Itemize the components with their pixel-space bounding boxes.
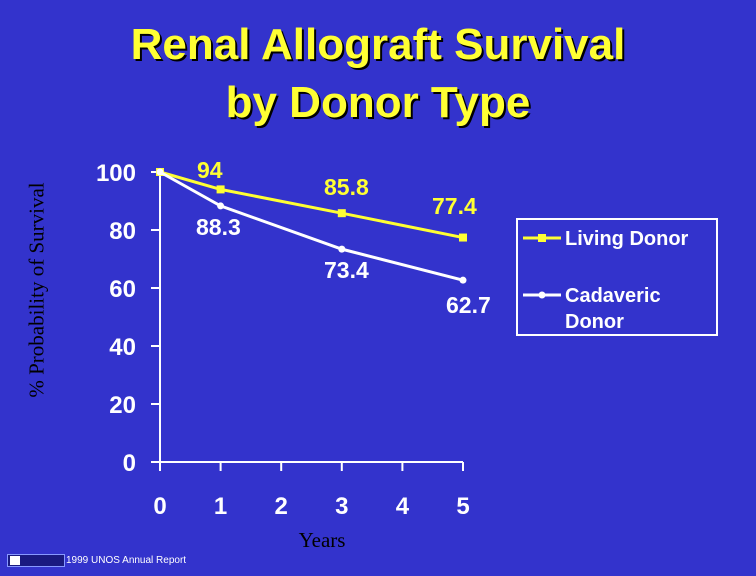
x-tick-label: 2 [275,493,288,520]
living-donor-marker [216,185,225,194]
x-tick-label: 4 [396,493,410,520]
y-tick-label: 100 [96,160,136,187]
living-donor-data-label: 94 [197,157,223,183]
living-donor-data-label: 77.4 [432,193,477,219]
y-tick-label: 20 [109,392,136,419]
y-tick-label: 40 [109,334,136,361]
logo-icon [7,554,65,567]
cadaveric-donor-marker [217,202,225,210]
x-tick-label: 1 [214,493,227,520]
cadaveric-donor-data-label: 73.4 [324,257,369,283]
y-tick-label: 60 [109,276,136,303]
cadaveric-donor-marker [338,245,346,253]
living-donor-marker [337,209,346,218]
chart-subtitle: by Donor Type [225,78,531,127]
y-tick-label: 0 [123,450,136,477]
legend-cadaveric-donor-label: Cadaveric Donor [565,285,661,333]
cadaveric-donor-line [159,170,464,282]
legend-cadaveric-donor-marker [538,291,546,299]
cadaveric-donor-data-label: 88.3 [196,214,241,240]
legend-living-donor-marker [538,234,546,242]
cadaveric-donor-data-label: 62.7 [446,292,491,318]
living-donor-line [159,170,464,240]
source-note: 1999 UNOS Annual Report [66,555,187,566]
x-tick-label: 3 [335,493,348,520]
chart-title: Renal Allograft Survival [130,20,626,69]
x-tick-label: 0 [153,493,166,520]
legend-living-donor-label: Living Donor [565,228,689,250]
living-donor-data-label: 85.8 [324,174,369,200]
cadaveric-donor-marker [459,276,467,284]
y-tick-label: 80 [109,218,136,245]
cadaveric-donor-marker [156,168,164,176]
living-donor-marker [459,233,467,242]
x-tick-label: 5 [456,493,469,520]
legend-box [516,218,718,336]
x-axis-label: Years [298,528,346,552]
